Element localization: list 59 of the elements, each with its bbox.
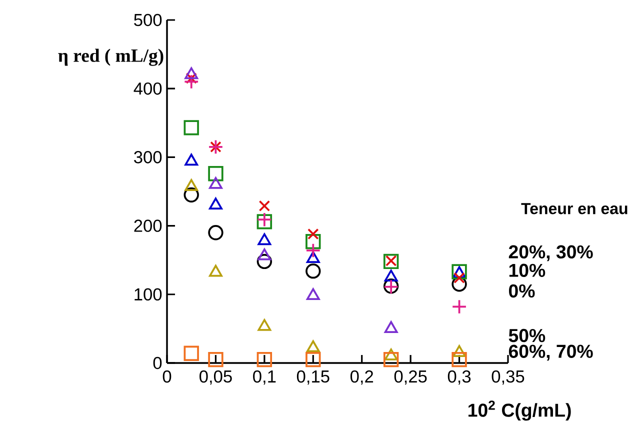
point xyxy=(452,345,466,357)
point xyxy=(384,348,398,360)
text: 60%, 70% xyxy=(508,344,593,361)
text: 10% xyxy=(509,264,546,277)
y-axis-title: η red ( mL/g) xyxy=(58,48,164,66)
y-tick-label: 0 xyxy=(153,356,162,370)
x-axis-title: 10$^{2}$ C(g/mL) xyxy=(468,400,571,421)
x-tick-label: 0,15 xyxy=(296,370,330,385)
point xyxy=(307,228,319,240)
point xyxy=(184,346,199,361)
x-tick-label: 0,3 xyxy=(448,370,471,385)
point xyxy=(306,263,321,279)
x-tick-label: 0,25 xyxy=(394,370,427,385)
point xyxy=(184,120,199,136)
point xyxy=(258,319,272,331)
text: 0% xyxy=(508,284,535,298)
point xyxy=(208,166,224,182)
point xyxy=(306,288,320,300)
point xyxy=(385,255,397,266)
point xyxy=(184,187,199,203)
point xyxy=(306,340,320,352)
point xyxy=(256,254,272,270)
point xyxy=(209,198,222,210)
point xyxy=(208,352,224,368)
point xyxy=(184,74,199,90)
x-tick-label: 0,1 xyxy=(253,370,276,385)
point xyxy=(184,67,198,80)
point xyxy=(184,179,198,191)
point xyxy=(306,234,321,250)
x-tick-label: 0,05 xyxy=(200,370,232,385)
point xyxy=(258,248,272,260)
point xyxy=(383,352,399,368)
point xyxy=(258,233,272,246)
point xyxy=(452,352,467,368)
legend-title: Teneur en eau xyxy=(521,203,628,214)
y-tick-label: 400 xyxy=(134,82,162,95)
point xyxy=(306,242,321,258)
y-tick-label: 200 xyxy=(134,220,162,232)
point xyxy=(184,154,198,166)
x-tick-label: 0 xyxy=(162,370,172,383)
point xyxy=(306,251,320,263)
point xyxy=(258,200,270,212)
point xyxy=(209,264,222,277)
point xyxy=(256,352,272,368)
point xyxy=(384,321,398,333)
y-tick-label: 500 xyxy=(134,14,162,26)
text: 20%, 30% xyxy=(508,245,593,262)
point xyxy=(306,352,321,368)
point xyxy=(209,177,222,189)
point xyxy=(452,299,467,314)
point xyxy=(383,254,399,270)
x-tick-label: 0,35 xyxy=(492,370,524,385)
x-tick-label: 0,2 xyxy=(350,370,374,385)
point xyxy=(454,272,465,284)
y-tick-label: 100 xyxy=(134,288,162,301)
point xyxy=(208,225,224,240)
y-tick-label: 300 xyxy=(134,151,162,164)
text: 50% xyxy=(508,328,546,342)
point xyxy=(384,270,398,282)
